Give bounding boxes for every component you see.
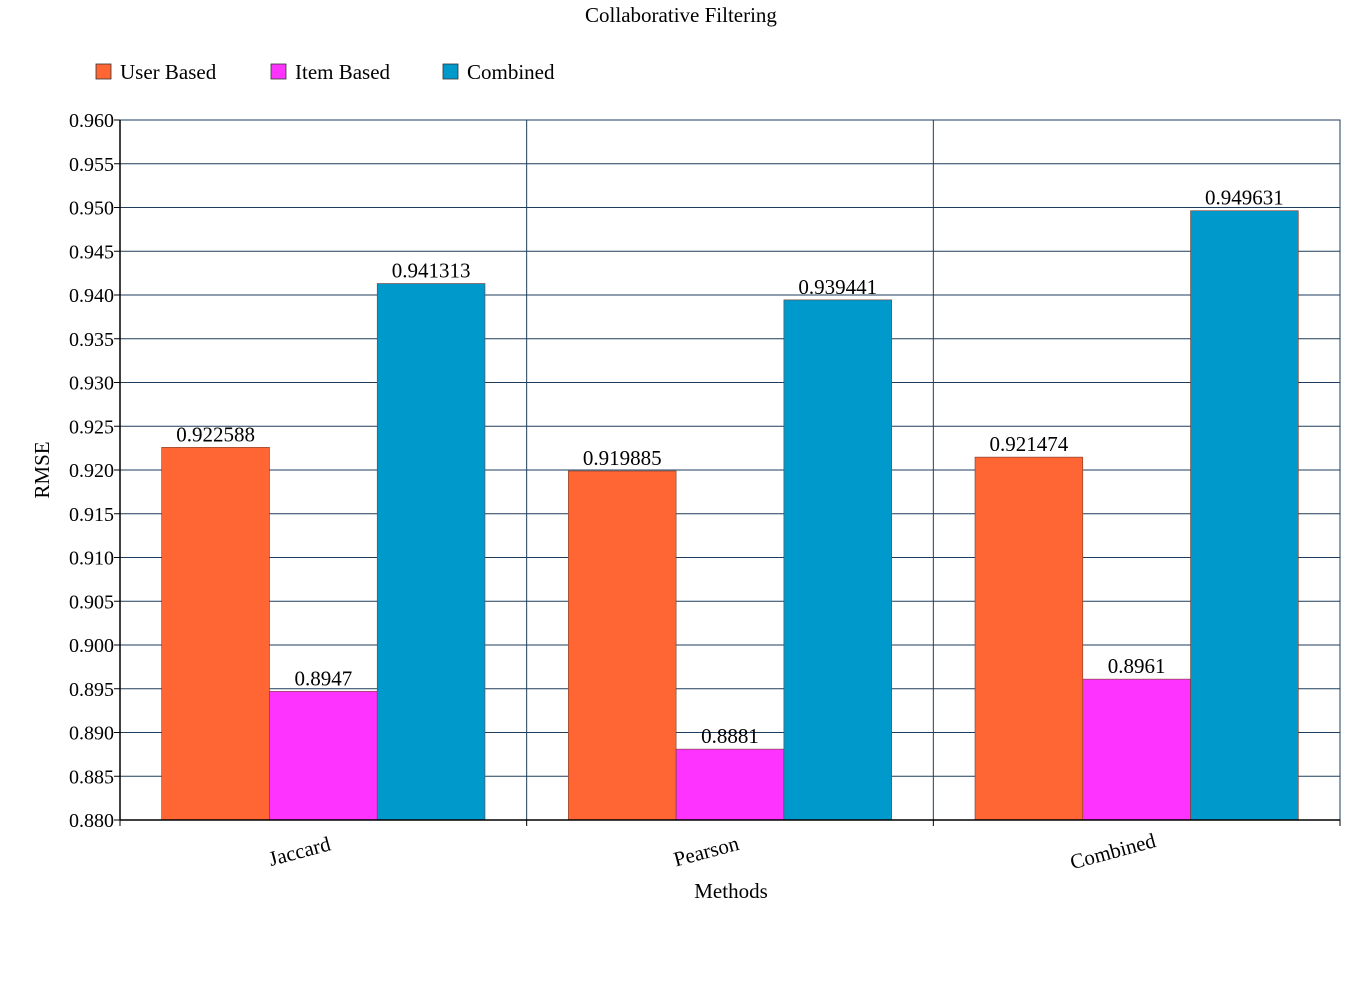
y-tick-labels: 0.880 0.885 0.890 0.895 0.900 0.905 0.910 0.915… <box>69 110 114 832</box>
bar <box>376 283 486 821</box>
data-label: 0.919885 <box>583 446 662 470</box>
bar <box>161 447 270 821</box>
bar <box>783 299 892 821</box>
data-label: 0.939441 <box>798 275 877 299</box>
y-tick-label: 0.930 <box>69 373 114 395</box>
y-tick-label: 0.920 <box>69 460 114 482</box>
legend-label: Item Based <box>295 60 391 84</box>
y-tick-label: 0.955 <box>69 154 114 176</box>
data-label: 0.8881 <box>701 724 759 748</box>
legend: User Based Item Based Combined <box>95 60 555 84</box>
y-tick-label: 0.900 <box>69 635 114 657</box>
data-label: 0.941313 <box>392 259 471 283</box>
y-tick-label: 0.885 <box>69 766 114 788</box>
y-tick-label: 0.950 <box>69 198 114 220</box>
data-label: 0.949631 <box>1205 186 1284 210</box>
x-tick-label: Pearson <box>671 831 742 872</box>
y-tick-label: 0.960 <box>69 110 114 132</box>
y-tick-label: 0.915 <box>69 504 114 526</box>
bar <box>568 470 677 821</box>
data-label: 0.922588 <box>176 422 255 446</box>
y-tick-label: 0.890 <box>69 723 114 745</box>
y-tick-label: 0.945 <box>69 241 114 263</box>
bar <box>675 748 785 821</box>
legend-label: Combined <box>467 60 555 84</box>
bar <box>1082 678 1191 821</box>
axes <box>114 119 1341 826</box>
legend-label: User Based <box>120 60 217 84</box>
bar <box>269 691 378 821</box>
legend-swatch <box>95 63 112 80</box>
x-tick-label: Combined <box>1067 828 1158 874</box>
x-axis-label: Methods <box>694 879 768 903</box>
y-tick-label: 0.940 <box>69 285 114 307</box>
legend-swatch <box>270 63 287 80</box>
x-tick-labels: Jaccard Pearson Combined <box>266 828 1159 874</box>
value-labels: 0.922588 0.8947 0.941313 0.919885 0.8881 0.93… <box>176 186 1284 748</box>
data-label: 0.8947 <box>294 666 352 690</box>
data-label: 0.921474 <box>990 432 1069 456</box>
gridlines <box>119 119 1341 821</box>
y-tick-label: 0.935 <box>69 329 114 351</box>
x-tick-label: Jaccard <box>266 831 333 871</box>
y-tick-label: 0.895 <box>69 679 114 701</box>
chart-title: Collaborative Filtering <box>585 3 777 27</box>
y-tick-label: 0.880 <box>69 810 114 832</box>
y-tick-label: 0.925 <box>69 416 114 438</box>
bar <box>1190 210 1299 821</box>
data-label: 0.8961 <box>1108 654 1166 678</box>
legend-swatch <box>442 63 459 80</box>
bars <box>161 210 1299 821</box>
y-tick-label: 0.905 <box>69 591 114 613</box>
bar <box>974 456 1084 821</box>
y-tick-label: 0.910 <box>69 548 114 570</box>
y-axis-label: RMSE <box>30 441 54 498</box>
